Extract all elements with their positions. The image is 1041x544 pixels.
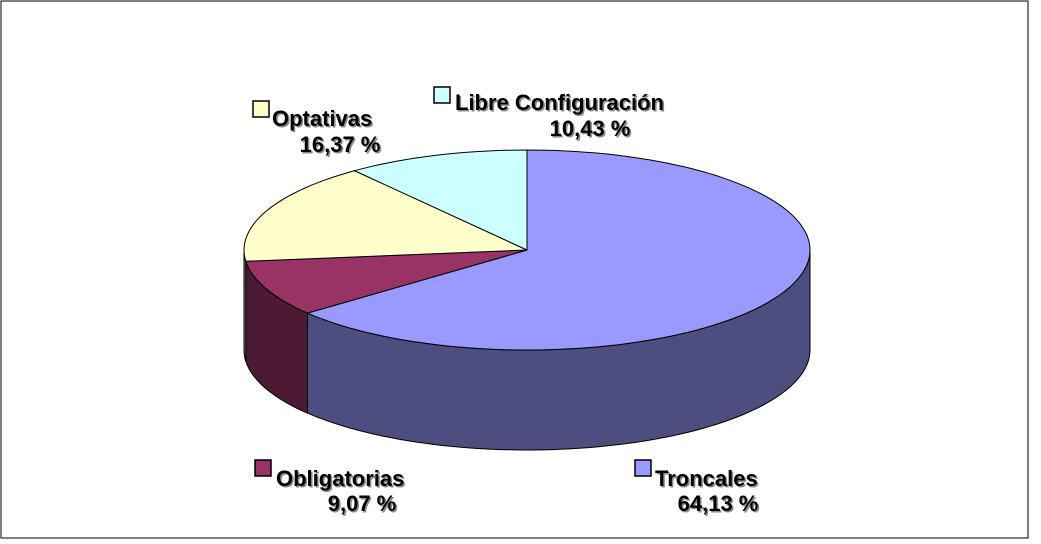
legend-key: [252, 100, 270, 118]
label-shadow: Obligatorias: [278, 468, 406, 493]
value-label: 9,07 %: [328, 491, 397, 516]
category-label: Optativas: [272, 106, 372, 131]
legend-key: [254, 459, 272, 477]
slice: [306, 149, 811, 351]
label-shadow: Libre Configuración: [457, 92, 666, 117]
label-shadow: Troncales: [657, 468, 760, 493]
slice: [353, 149, 528, 251]
label-shadow: 64,13 %: [679, 493, 760, 518]
slice: [243, 170, 528, 262]
slice-side: [243, 249, 247, 362]
label-shadow: 9,07 %: [329, 493, 398, 518]
label-shadow: 16,37 %: [301, 134, 382, 159]
category-label: Troncales: [655, 466, 758, 491]
label-shadow: Optativas: [274, 108, 374, 133]
label-shadow: 10,43 %: [551, 118, 632, 143]
category-label: Obligatorias: [276, 466, 404, 491]
slice: [245, 249, 528, 314]
category-label: Libre Configuración: [455, 90, 664, 115]
value-label: 10,43 %: [550, 116, 631, 141]
value-label: 64,13 %: [678, 491, 759, 516]
value-label: 16,37 %: [300, 132, 381, 157]
legend-key: [433, 86, 451, 104]
legend-key: [634, 459, 652, 477]
